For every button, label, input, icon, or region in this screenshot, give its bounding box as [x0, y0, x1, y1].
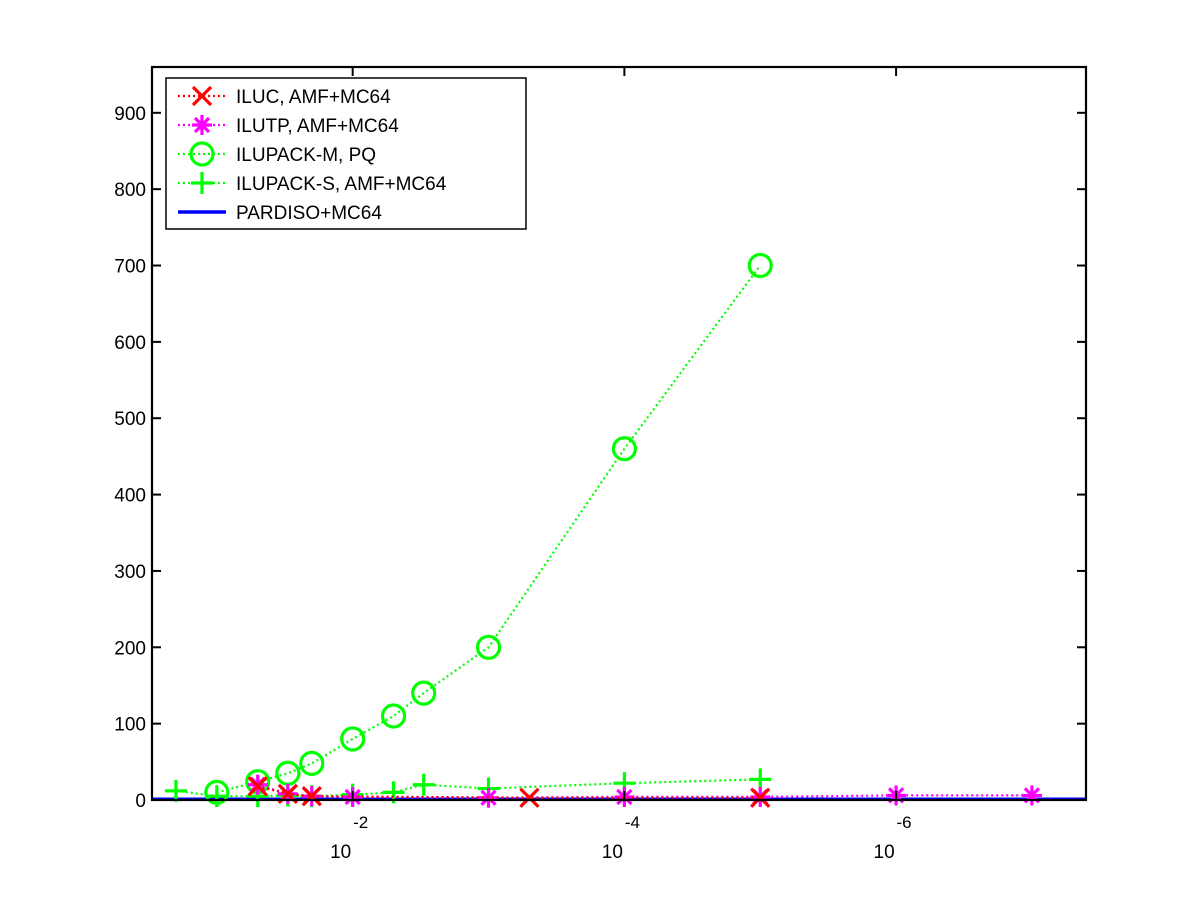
y-tick-label: 200: [114, 638, 146, 659]
marker-stroke: [380, 703, 407, 729]
data-point: [299, 750, 325, 776]
marker-stroke: [411, 680, 437, 706]
series-0: [247, 776, 771, 808]
data-point: [1021, 785, 1042, 806]
legend-entry: ILUPACK-M, PQ: [178, 141, 376, 167]
marker-stroke: [340, 726, 366, 752]
x-tick-exponent: -2: [353, 813, 368, 832]
data-point: [611, 436, 637, 462]
marker-stroke: [301, 786, 322, 807]
x-tick-exponent: -6: [897, 813, 912, 832]
x-tick-base: 10: [330, 842, 351, 863]
marker-stroke: [189, 141, 215, 167]
data-point: [519, 787, 540, 808]
legend-entry: ILUPACK-S, AMF+MC64: [178, 172, 447, 195]
legend-marker: [192, 115, 212, 135]
marker-stroke: [750, 787, 771, 808]
x-tick-base: 10: [874, 842, 895, 863]
axes-frame: [150, 65, 1088, 802]
legend-label: ILUTP, AMF+MC64: [236, 116, 399, 137]
marker-stroke: [747, 252, 773, 279]
legend-entry: ILUTP, AMF+MC64: [178, 115, 399, 137]
marker-stroke: [247, 776, 268, 797]
legend-marker: [191, 85, 213, 107]
data-point: [247, 776, 268, 797]
data-point: [301, 786, 322, 807]
data-point: [747, 252, 773, 279]
y-tick-label: 500: [114, 409, 146, 430]
y-tick-label: 400: [114, 486, 146, 507]
data-point: [412, 773, 435, 796]
x-tick-base: 10: [602, 842, 623, 863]
marker-stroke: [611, 436, 637, 462]
legend: ILUC, AMF+MC64 ILUTP, AMF+MC64 ILUPACK-M, …: [165, 77, 527, 230]
data-point: [750, 787, 771, 808]
legend-label: ILUPACK-M, PQ: [236, 145, 376, 166]
data-point: [411, 680, 437, 706]
data-point: [164, 779, 187, 802]
data-point: [340, 726, 366, 752]
legend-label: ILUC, AMF+MC64: [236, 87, 391, 108]
legend-label: ILUPACK-S, AMF+MC64: [236, 174, 447, 195]
y-tick-label: 300: [114, 562, 146, 583]
marker-stroke: [519, 787, 540, 808]
y-tick-label: 0: [135, 791, 146, 812]
data-point: [204, 779, 230, 805]
y-tick-label: 100: [114, 715, 146, 736]
legend-marker: [191, 172, 213, 194]
marker-stroke: [191, 85, 213, 107]
data-point: [380, 703, 407, 729]
marker-stroke: [475, 634, 502, 660]
data-point: [475, 634, 502, 660]
y-tick-label: 800: [114, 180, 146, 201]
legend-entry: PARDISO+MC64: [178, 203, 382, 224]
legend-marker: [189, 141, 215, 167]
x-tick-exponent: -4: [625, 813, 640, 832]
marker-stroke: [299, 750, 325, 776]
marker-stroke: [204, 779, 230, 805]
data-point: [749, 768, 772, 791]
marker-stroke: [193, 116, 211, 134]
legend-entry: ILUC, AMF+MC64: [178, 85, 391, 108]
series-line: [216, 264, 762, 794]
y-tick-label: 900: [114, 104, 146, 125]
y-tick-label: 600: [114, 333, 146, 354]
y-tick-label: 700: [114, 257, 146, 278]
legend-box: [165, 77, 527, 230]
legend-label: PARDISO+MC64: [236, 203, 382, 224]
